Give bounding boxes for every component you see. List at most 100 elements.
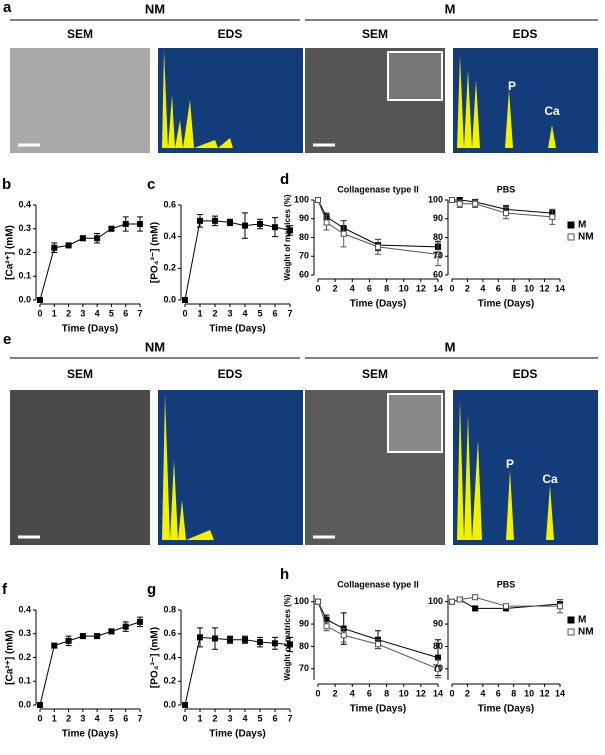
marker bbox=[242, 222, 248, 229]
x-tick-label: 10 bbox=[399, 688, 409, 698]
panel-letter: f bbox=[2, 581, 8, 598]
y-tick-label: 100 bbox=[428, 596, 443, 606]
panel-letter: e bbox=[3, 331, 11, 348]
x-tick-label: 10 bbox=[399, 283, 409, 293]
marker bbox=[227, 219, 233, 226]
x-tick-label: 6 bbox=[367, 688, 372, 698]
x-tick-label: 14 bbox=[433, 283, 443, 293]
y-tick-label: 90 bbox=[433, 618, 443, 628]
x-tick-label: 6 bbox=[272, 713, 277, 723]
x-tick-label: 0 bbox=[315, 688, 320, 698]
x-tick-label: 3 bbox=[80, 713, 85, 723]
x-tick-label: 0 bbox=[182, 308, 187, 318]
x-tick-label: 2 bbox=[465, 283, 470, 293]
y-tick-label: 100 bbox=[294, 194, 309, 204]
x-axis-label: Time (Days) bbox=[350, 704, 407, 715]
y-tick-label: 70 bbox=[433, 663, 443, 673]
legend-label: NM bbox=[578, 627, 594, 638]
marker bbox=[557, 603, 563, 610]
x-axis-label: Time (Days) bbox=[209, 729, 266, 740]
x-tick-label: 0 bbox=[449, 688, 454, 698]
x-axis-label: Time (Days) bbox=[350, 299, 407, 310]
sub-title: EDS bbox=[218, 367, 243, 381]
x-tick-label: 12 bbox=[416, 283, 426, 293]
marker bbox=[51, 244, 58, 251]
group-title: NM bbox=[145, 339, 165, 354]
y-tick-label: 80 bbox=[433, 232, 443, 242]
y-axis-label: Weight of matrices (%) bbox=[283, 194, 292, 280]
panel-letter: h bbox=[280, 566, 289, 583]
sub-title: SEM bbox=[362, 367, 388, 381]
marker bbox=[65, 242, 72, 249]
marker bbox=[79, 633, 86, 640]
marker bbox=[242, 636, 248, 643]
marker bbox=[315, 598, 321, 605]
x-tick-label: 12 bbox=[416, 688, 426, 698]
x-tick-label: 3 bbox=[80, 308, 85, 318]
marker bbox=[503, 603, 509, 610]
marker bbox=[472, 594, 479, 601]
x-tick-label: 4 bbox=[350, 688, 355, 698]
y-tick-label: 70 bbox=[433, 251, 443, 261]
y-tick-label: 70 bbox=[299, 251, 309, 261]
marker bbox=[79, 235, 86, 242]
y-tick-label: 0.4 bbox=[18, 604, 31, 614]
marker bbox=[212, 217, 218, 224]
legend-marker bbox=[567, 616, 575, 624]
x-tick-label: 6 bbox=[367, 283, 372, 293]
sem-inset bbox=[387, 393, 443, 453]
x-axis-label: Time (Days) bbox=[478, 299, 535, 310]
x-tick-label: 2 bbox=[212, 713, 217, 723]
marker bbox=[197, 217, 203, 224]
x-tick-label: 8 bbox=[384, 283, 389, 293]
y-axis-label: Weight of matrices (%) bbox=[283, 594, 292, 680]
x-tick-label: 1 bbox=[197, 713, 202, 723]
series-line bbox=[452, 199, 553, 214]
x-tick-label: 2 bbox=[66, 308, 71, 318]
y-tick-label: 0.8 bbox=[163, 604, 176, 614]
x-tick-label: 4 bbox=[480, 688, 485, 698]
x-tick-label: 4 bbox=[350, 283, 355, 293]
sem-image bbox=[10, 390, 150, 545]
marker bbox=[122, 623, 129, 630]
x-tick-label: 6 bbox=[123, 713, 128, 723]
x-tick-label: 4 bbox=[480, 283, 485, 293]
y-tick-label: 0.1 bbox=[18, 676, 31, 686]
marker bbox=[272, 640, 278, 647]
x-tick-label: 12 bbox=[540, 688, 550, 698]
x-tick-label: 5 bbox=[109, 308, 114, 318]
y-tick-label: 0.0 bbox=[163, 294, 176, 304]
panel-letter: d bbox=[280, 171, 289, 188]
marker bbox=[449, 598, 455, 605]
marker bbox=[137, 221, 143, 227]
x-tick-label: 1 bbox=[197, 308, 202, 318]
group-title: NM bbox=[145, 1, 165, 16]
series-line bbox=[184, 636, 291, 706]
x-tick-label: 0 bbox=[37, 713, 42, 723]
series-line bbox=[39, 621, 141, 706]
x-tick-label: 1 bbox=[52, 308, 57, 318]
marker bbox=[94, 633, 101, 640]
y-tick-label: 0.1 bbox=[18, 271, 31, 281]
x-tick-label: 5 bbox=[257, 308, 262, 318]
panel-letter: c bbox=[147, 176, 155, 193]
peak-label: P bbox=[508, 79, 516, 93]
subplot-title: PBS bbox=[497, 184, 516, 194]
series-line bbox=[317, 601, 439, 659]
y-tick-label: 70 bbox=[299, 663, 309, 673]
subplot-title: Collagenase type II bbox=[337, 579, 419, 589]
marker bbox=[65, 637, 72, 644]
subplot-title: Collagenase type II bbox=[337, 184, 419, 194]
panel-letter: b bbox=[2, 176, 11, 193]
x-tick-label: 7 bbox=[137, 308, 142, 318]
y-tick-label: 0.2 bbox=[163, 263, 176, 273]
group-title: M bbox=[445, 339, 456, 354]
marker bbox=[323, 623, 330, 630]
marker bbox=[456, 200, 463, 207]
marker bbox=[108, 225, 115, 232]
eds-spectrum bbox=[457, 55, 595, 148]
y-tick-label: 0.3 bbox=[18, 223, 31, 233]
peak-label: Ca bbox=[542, 472, 558, 486]
marker bbox=[323, 219, 330, 226]
